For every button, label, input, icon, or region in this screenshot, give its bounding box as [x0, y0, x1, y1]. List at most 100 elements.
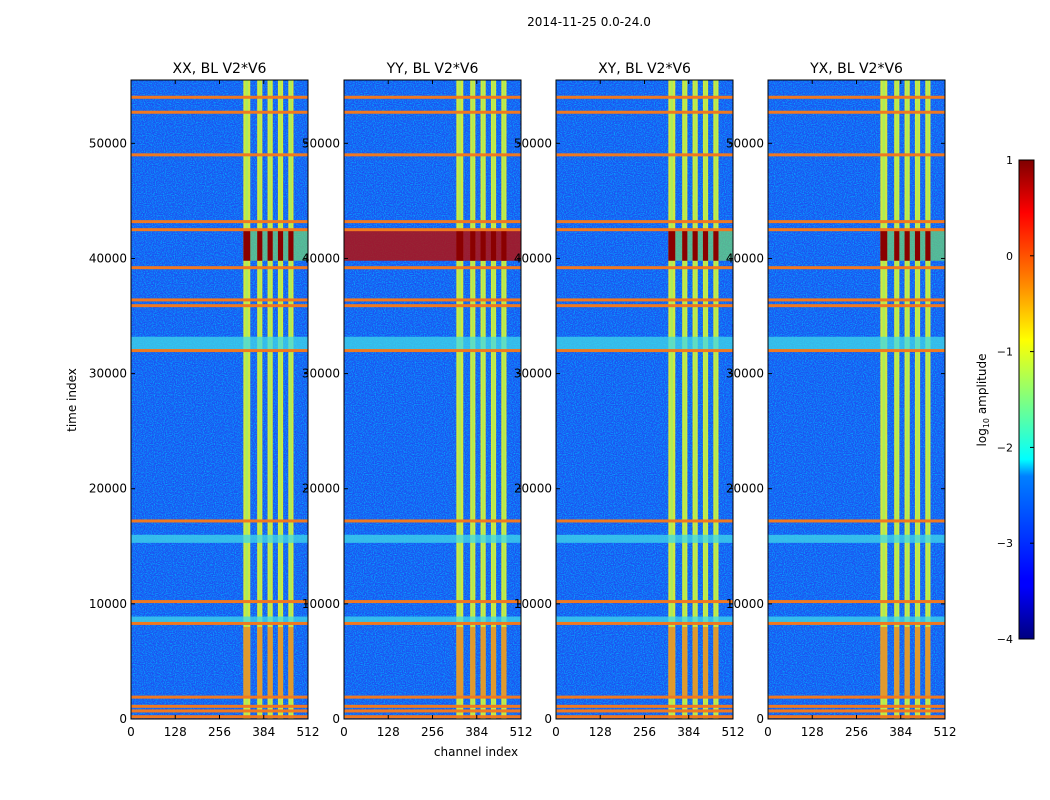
y-tick-label: 40000 [89, 251, 127, 265]
flagged-row [344, 298, 521, 302]
x-tick-label: 256 [421, 725, 444, 739]
burst-column [277, 229, 284, 261]
colorbar-tick-label: 0 [1006, 250, 1013, 263]
channel-column-core [492, 80, 495, 719]
flagged-row [344, 695, 521, 699]
channel-column-low-activity [702, 626, 709, 696]
channel-column-core [279, 80, 282, 719]
flagged-row [768, 298, 945, 302]
channel-column-core [906, 80, 909, 719]
flagged-row [131, 621, 308, 625]
burst-column [880, 229, 888, 261]
flagged-row [344, 519, 521, 523]
flagged-row [344, 621, 521, 625]
y-tick-label: 20000 [89, 482, 127, 496]
flagged-row [556, 519, 733, 523]
channel-column-core [895, 80, 898, 719]
flagged-row [768, 266, 945, 270]
y-tick-label: 20000 [302, 482, 340, 496]
x-tick-label: 512 [297, 725, 320, 739]
flagged-row [768, 110, 945, 114]
channel-column-core [471, 80, 474, 719]
burst-column [904, 229, 910, 261]
burst-column [501, 229, 507, 261]
flagged-row [556, 621, 733, 625]
y-tick-label: 30000 [514, 367, 552, 381]
burst-column [668, 229, 676, 261]
colorbar-tick-label: −3 [997, 537, 1013, 550]
flagged-row [556, 704, 733, 708]
panel-title: YX, BL V2*V6 [809, 61, 903, 77]
flagged-row [768, 153, 945, 157]
time-band [131, 336, 308, 351]
panel-1: XX, BL V2*V6 0 128 256 384 512 0 10000 20000 3000… [89, 61, 320, 739]
y-tick-label: 40000 [726, 251, 764, 265]
channel-column-core [670, 80, 674, 719]
flagged-row [768, 695, 945, 699]
flagged-row [344, 709, 521, 713]
flagged-row [131, 519, 308, 523]
channel-column-core [258, 80, 261, 719]
y-tick-label: 0 [332, 712, 340, 726]
channel-column-core [245, 80, 249, 719]
channel-column-low-activity [914, 626, 921, 696]
x-tick-label: 128 [801, 725, 824, 739]
x-tick-label: 384 [252, 725, 275, 739]
panel-2: YY, BL V2*V6 0 128 256 384 512 0 10000 20000 3000… [302, 61, 533, 739]
flagged-row [131, 95, 308, 99]
flagged-row [768, 228, 945, 232]
flagged-row [768, 220, 945, 224]
colorbar-ticks: 1 0 −1 −2 −3 −4 [997, 154, 1034, 646]
channel-column-low-activity [713, 626, 719, 696]
panel-title: XY, BL V2*V6 [598, 61, 691, 77]
y-tick-label: 50000 [726, 136, 764, 150]
time-band [344, 336, 521, 351]
colorbar-tick-label: 1 [1006, 154, 1013, 167]
flagged-row [768, 349, 945, 353]
channel-column-low-activity [456, 626, 464, 696]
colorbar: 10−1−2−3−4 log10 amplitude [975, 154, 1035, 646]
flagged-row [768, 621, 945, 625]
y-tick-label: 0 [756, 712, 764, 726]
y-tick-label: 20000 [514, 482, 552, 496]
flagged-row [131, 304, 308, 308]
x-tick-label: 512 [722, 725, 745, 739]
flagged-row [556, 266, 733, 270]
time-band [131, 616, 308, 625]
flagged-row [556, 304, 733, 308]
channel-column-core [926, 80, 929, 719]
flagged-row [344, 349, 521, 353]
colorbar-tick-label: −1 [997, 346, 1013, 359]
x-tick-label: 384 [677, 725, 700, 739]
x-tick-label: 256 [845, 725, 868, 739]
burst-column [288, 229, 294, 261]
x-tick-label: 512 [934, 725, 957, 739]
burst-band [882, 229, 945, 261]
flagged-row [344, 600, 521, 604]
channel-column-low-activity [668, 626, 676, 696]
flagged-row [556, 709, 733, 713]
time-band [556, 616, 733, 625]
flagged-row [768, 519, 945, 523]
panel-4: YX, BL V2*V6 0 128 256 384 512 0 10000 20000 3000… [726, 61, 957, 739]
x-tick-label: 384 [889, 725, 912, 739]
flagged-row [556, 220, 733, 224]
y-tick-label: 20000 [726, 482, 764, 496]
burst-column [257, 229, 263, 261]
channel-column-low-activity [894, 626, 900, 696]
y-tick-label: 10000 [89, 597, 127, 611]
colorbar-tick-label: −2 [997, 441, 1013, 454]
flagged-row [768, 704, 945, 708]
time-band [344, 616, 521, 625]
burst-column [480, 229, 486, 261]
y-tick-label: 30000 [726, 367, 764, 381]
x-tick-label: 0 [340, 725, 348, 739]
y-tick-label: 50000 [89, 136, 127, 150]
flagged-row [131, 704, 308, 708]
y-tick-label: 10000 [514, 597, 552, 611]
flagged-row [131, 600, 308, 604]
colorbar-label-subscript: 10 [982, 418, 991, 428]
panel-title: YY, BL V2*V6 [386, 61, 479, 77]
colorbar-label-tail: amplitude [975, 354, 989, 418]
